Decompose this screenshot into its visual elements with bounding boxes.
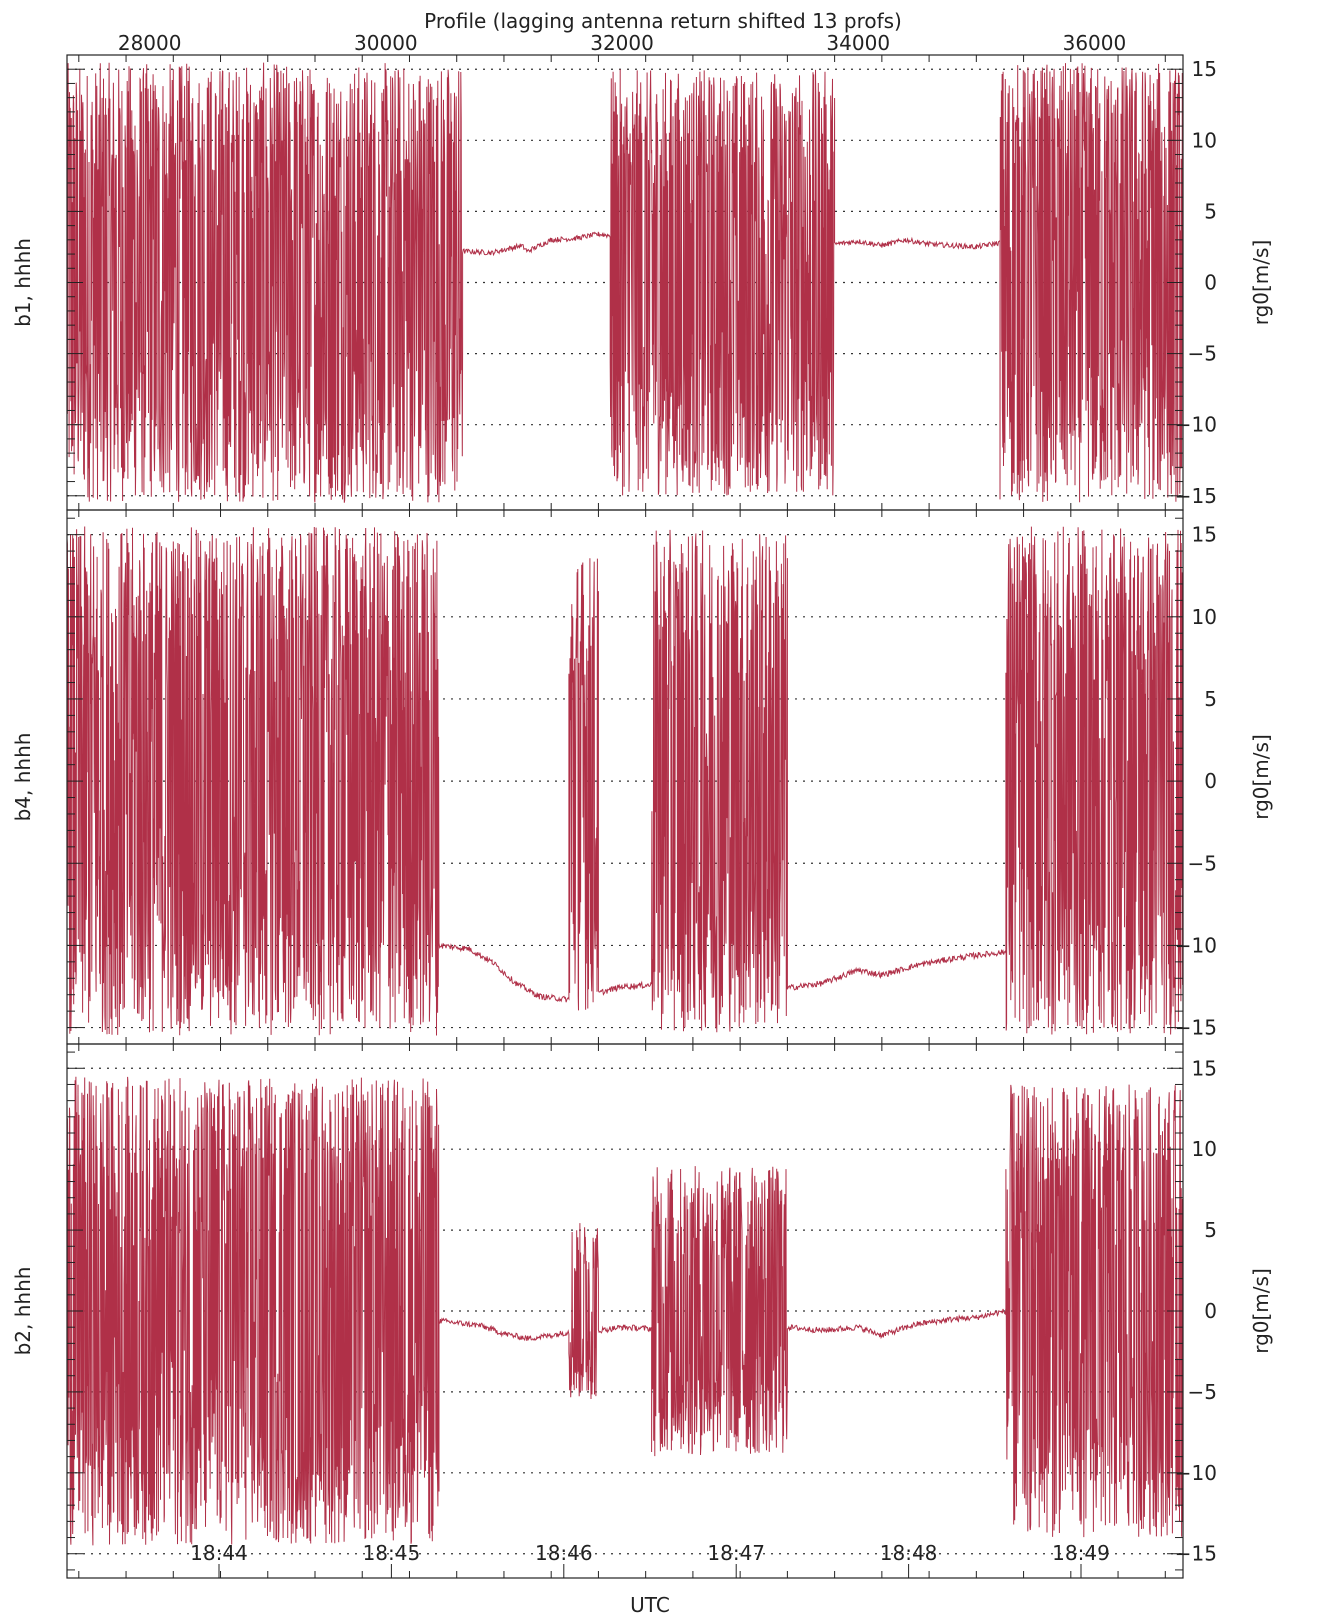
top-tick-label: 30000 [354,31,418,55]
panel-3: 15 10 5 0 −5 −10 −15 b2, hhhh rg0[m/s] [11,1043,1273,1579]
top-axis-title: Profile (lagging antenna return shifted … [424,9,902,33]
panel-2: 15 10 5 0 −5 −10 −15 b4, hhhh rg0[m/s] [11,509,1273,1045]
y-tick-label: 10 [1192,128,1217,152]
panel-1: 15 10 5 0 −5 −10 −15 b1, hhhh rg0[m/s] [11,54,1273,511]
right-axis-label: rg0[m/s] [1249,734,1273,820]
right-axis-label: rg0[m/s] [1249,240,1273,326]
y-tick-label: 15 [1192,523,1217,547]
bottom-axis-ticks: 18:44 18:45 18:46 18:47 18:48 18:49 [190,1541,1110,1578]
panels: 15 10 5 0 −5 −10 −15 b1, hhhh rg0[m/s] 15 10 5 0 −5 −1… [11,54,1273,1579]
panel-label: b1, hhhh [11,238,35,327]
y-tick-label: −15 [1175,1016,1217,1040]
panel-label: b4, hhhh [11,733,35,822]
y-tick-label: 0 [1204,769,1217,793]
bottom-axis-title: UTC [630,1593,670,1617]
top-tick-label: 34000 [826,31,890,55]
right-axis-label: rg0[m/s] [1249,1268,1273,1354]
y-tick-label: 10 [1192,605,1217,629]
top-tick-label: 28000 [118,31,182,55]
y-tick-label: 15 [1192,1056,1217,1080]
y-tick-label: −5 [1188,1380,1217,1404]
y-tick-label: −15 [1175,1542,1217,1566]
y-tick-label: −15 [1175,484,1217,508]
y-tick-label: −5 [1188,851,1217,875]
time-tick-label: 18:48 [880,1541,938,1565]
y-tick-label: 0 [1204,271,1217,295]
time-tick-label: 18:47 [707,1541,765,1565]
top-tick-label: 36000 [1063,31,1127,55]
y-tick-label: 0 [1204,1299,1217,1323]
panel-label: b2, hhhh [11,1267,35,1356]
top-axis-ticks: 28000 30000 32000 34000 36000 [118,31,1126,55]
top-tick-label: 32000 [590,31,654,55]
time-tick-label: 18:44 [190,1541,248,1565]
y-tick-label: 5 [1204,1218,1217,1242]
time-tick-label: 18:49 [1052,1541,1110,1565]
y-tick-label: 15 [1192,57,1217,81]
series-line [66,1076,1184,1546]
y-tick-label: 10 [1192,1137,1217,1161]
y-tick-label: 5 [1204,687,1217,711]
y-tick-label: 5 [1204,199,1217,223]
y-tick-label: −10 [1175,1461,1217,1485]
y-tick-label: −10 [1175,933,1217,957]
y-tick-label: −5 [1188,342,1217,366]
time-tick-label: 18:46 [535,1541,593,1565]
y-tick-label: −10 [1175,413,1217,437]
time-tick-label: 18:45 [363,1541,421,1565]
series-line [66,62,1184,503]
series-line [66,526,1184,1036]
